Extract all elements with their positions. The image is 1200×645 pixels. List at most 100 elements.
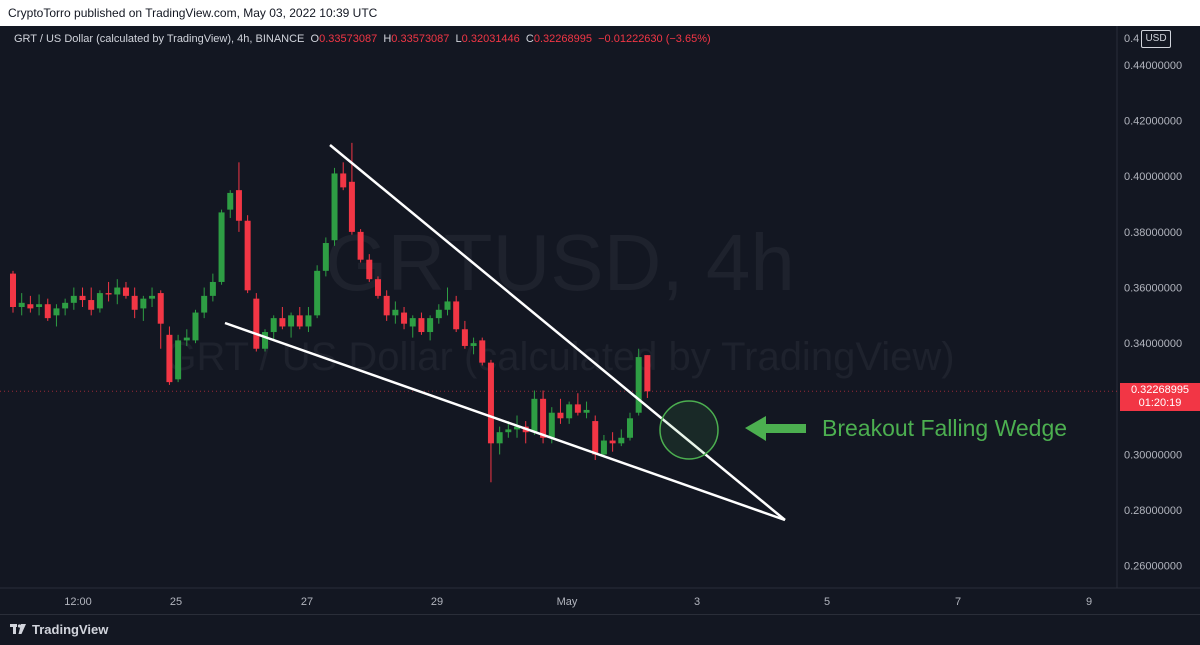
candle [227, 190, 234, 218]
candle-body [296, 315, 303, 327]
candle [618, 429, 625, 447]
legend-close-value: 0.32268995 [533, 33, 592, 45]
candle [366, 254, 373, 282]
candle-body [201, 295, 208, 313]
candle [36, 294, 43, 316]
candle-body [79, 295, 86, 301]
candle [209, 273, 216, 302]
candle-body [157, 293, 164, 324]
x-tick-label: 25 [170, 596, 182, 608]
symbol-legend: GRT / US Dollar (calculated by TradingVi… [14, 33, 711, 45]
candle [418, 312, 425, 335]
candle [314, 265, 321, 319]
candle-body [131, 295, 138, 310]
candle-body [105, 293, 112, 295]
candle-body [600, 440, 607, 455]
y-tick-label: 0.36000000 [1124, 283, 1182, 295]
candle-body [348, 181, 355, 232]
candle-body [635, 357, 642, 413]
candle-body [122, 287, 129, 296]
candle [453, 295, 460, 333]
candle-body [62, 302, 69, 309]
candle-body [305, 315, 312, 327]
candle [383, 290, 390, 321]
candle-body [557, 412, 564, 419]
candle [157, 290, 164, 349]
candle [322, 237, 329, 277]
candle [201, 287, 208, 319]
candle [18, 293, 25, 316]
candle [609, 432, 616, 452]
candle-body [479, 340, 486, 363]
watermark-symbol: GRTUSD, 4h [325, 218, 795, 307]
candle-body [514, 426, 521, 430]
candle-body [574, 404, 581, 413]
y-tick-label: 0.26000000 [1124, 561, 1182, 573]
y-tick-label: 0.34000000 [1124, 338, 1182, 350]
legend-open-label: O [310, 33, 320, 45]
candle [392, 301, 399, 324]
candle [105, 281, 112, 302]
price-axis[interactable]: 0.44000000 0.42000000 0.40000000 0.38000000… [1124, 33, 1182, 573]
legend-change: −0.01222630 (−3.65%) [598, 33, 711, 45]
candle-body [366, 259, 373, 280]
candle-body [288, 315, 295, 327]
x-tick-label: 7 [955, 596, 961, 608]
currency-button[interactable]: USD [1141, 30, 1171, 48]
x-tick-label: 29 [431, 596, 443, 608]
candlestick-chart[interactable]: GRTUSD, 4h GRT / US Dollar (calculated b… [0, 26, 1200, 614]
candle-body [114, 287, 121, 295]
y-tick-label: 0.38000000 [1124, 227, 1182, 239]
breakout-circle [659, 400, 719, 460]
candle [487, 359, 494, 483]
candle-body [540, 398, 547, 438]
candle [644, 355, 651, 398]
last-price-tag: 0.32268995 01:20:19 [1120, 383, 1200, 411]
wedge-upper-trendline[interactable] [329, 144, 786, 521]
tradingview-brand[interactable]: TradingView [32, 622, 109, 637]
candle [461, 320, 468, 349]
candle-body [322, 243, 329, 271]
watermark-description: GRT / US Dollar (calculated by TradingVi… [165, 335, 954, 379]
candle-body [96, 293, 103, 309]
candle-body [618, 437, 625, 444]
candle [244, 215, 251, 294]
candle [566, 401, 573, 424]
candle [409, 315, 416, 338]
candle [600, 434, 607, 458]
candle [583, 401, 590, 419]
candle-body [487, 362, 494, 444]
candle-body [583, 409, 590, 413]
x-tick-label: 3 [694, 596, 700, 608]
candle-body [270, 318, 277, 333]
candle-body [531, 398, 538, 433]
y-tick-label: 0.40000000 [1124, 171, 1182, 183]
candle-body [36, 304, 43, 307]
publish-info-bar: CryptoTorro published on TradingView.com… [0, 0, 1200, 26]
candle [479, 337, 486, 366]
candle [79, 287, 86, 307]
candle [10, 270, 16, 313]
publish-info-text: CryptoTorro published on TradingView.com… [8, 6, 378, 20]
tradingview-logo-icon[interactable] [10, 624, 26, 636]
time-axis[interactable]: 12:00 25 27 29 May 3 5 7 9 [64, 596, 1092, 608]
candle [374, 276, 381, 299]
y-tick-label: 0.42000000 [1124, 116, 1182, 128]
candle [496, 426, 503, 455]
candle [166, 326, 173, 385]
candle-body [435, 309, 442, 319]
candle [305, 307, 312, 333]
chart-area[interactable]: GRTUSD, 4h GRT / US Dollar (calculated b… [0, 26, 1200, 614]
candle-body [218, 212, 225, 282]
candle [557, 398, 564, 424]
candle [131, 287, 138, 319]
candle [470, 337, 477, 355]
candle-body [496, 432, 503, 444]
candle-body [357, 231, 364, 260]
candle [444, 287, 451, 316]
candle-body [209, 281, 216, 296]
candle-body [262, 332, 269, 349]
wedge-lower-trendline[interactable] [224, 321, 786, 522]
candle [62, 298, 69, 316]
bar-countdown: 01:20:19 [1138, 397, 1182, 409]
